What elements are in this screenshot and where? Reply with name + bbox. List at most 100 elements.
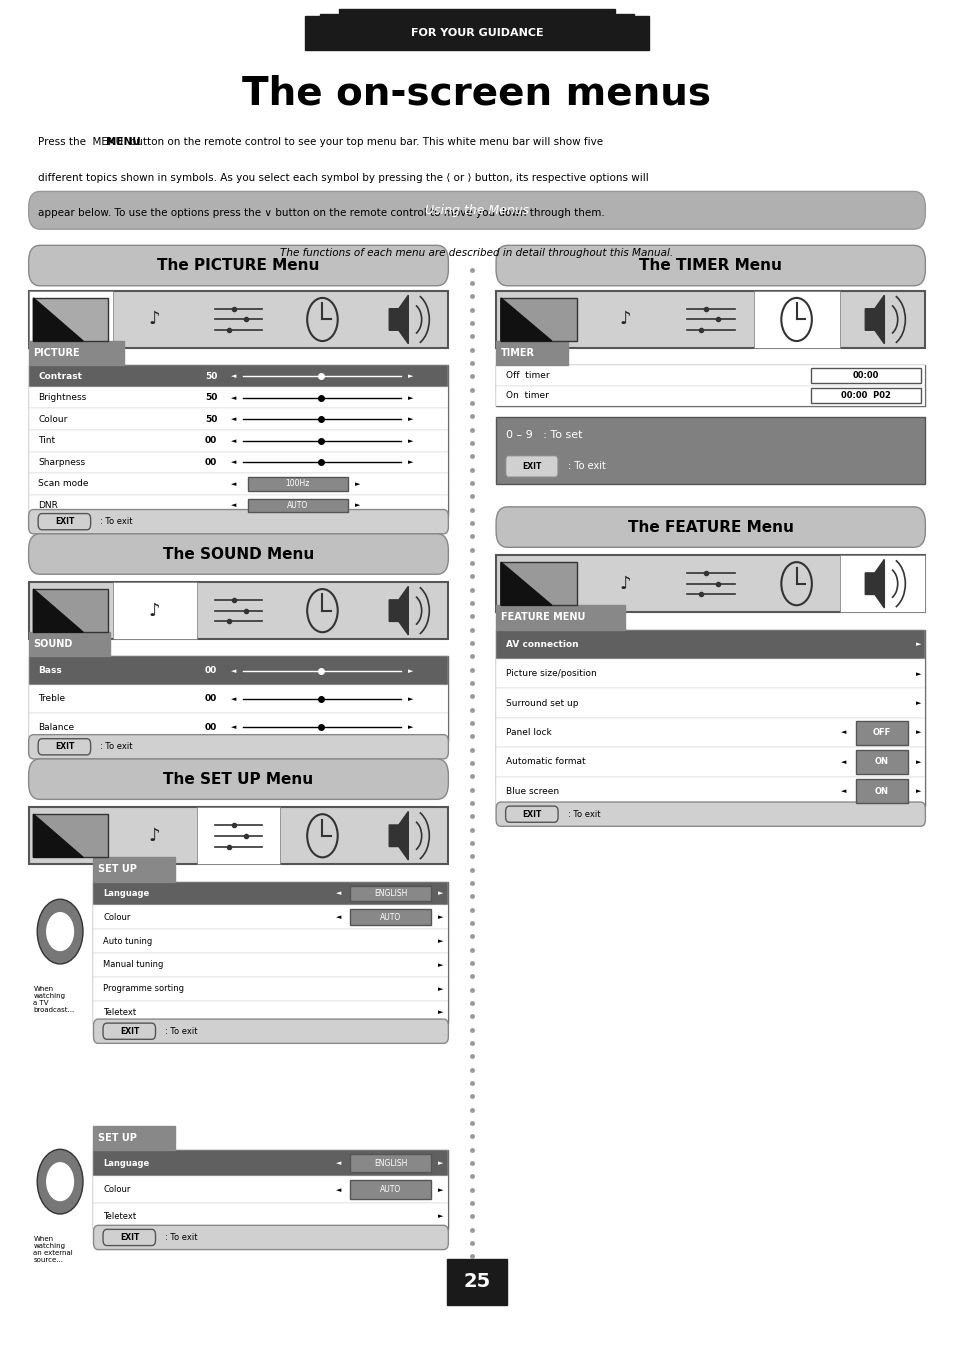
Text: Bass: Bass (38, 666, 62, 675)
Text: 00:00: 00:00 (852, 371, 878, 380)
Text: Press the  MENU  button on the remote control to see your top menu bar. This whi: Press the MENU button on the remote cont… (38, 137, 602, 147)
Bar (93, 977, 448, 1000)
Bar (496, 630, 924, 806)
Text: ►: ► (437, 1213, 443, 1219)
Text: EXIT: EXIT (120, 1027, 139, 1035)
FancyBboxPatch shape (496, 802, 924, 826)
Text: ♪: ♪ (618, 310, 630, 329)
Bar (196, 807, 280, 864)
Text: ◄: ◄ (335, 1161, 341, 1166)
Text: ◄: ◄ (335, 914, 341, 921)
Bar (93, 1202, 448, 1229)
Text: The TIMER Menu: The TIMER Menu (639, 257, 781, 274)
FancyBboxPatch shape (29, 759, 448, 799)
Text: Contrast: Contrast (38, 372, 82, 380)
Text: ◄: ◄ (840, 759, 845, 764)
Text: ►: ► (437, 1161, 443, 1166)
Text: Off  timer: Off timer (505, 371, 549, 380)
Bar (496, 659, 924, 689)
Text: 00: 00 (205, 694, 217, 704)
Polygon shape (389, 295, 408, 344)
Text: ►: ► (915, 700, 921, 706)
Text: Surround set up: Surround set up (505, 698, 578, 708)
Bar (29, 365, 448, 516)
Bar (496, 630, 924, 659)
Text: ◄: ◄ (231, 667, 236, 674)
Text: ►: ► (437, 962, 443, 968)
Text: Teletext: Teletext (103, 1008, 136, 1018)
Text: The on-screen menus: The on-screen menus (242, 74, 711, 112)
Bar (29, 365, 448, 387)
Text: TIMER: TIMER (500, 348, 535, 359)
Text: ENGLISH: ENGLISH (374, 1158, 407, 1167)
Text: ►: ► (355, 481, 360, 487)
Text: ♪: ♪ (149, 601, 160, 620)
Text: SOUND: SOUND (33, 639, 72, 650)
Bar (29, 291, 448, 348)
Text: 00: 00 (205, 666, 217, 675)
Text: Using the Menus: Using the Menus (424, 204, 529, 217)
Bar (496, 386, 924, 406)
Bar (93, 1150, 448, 1229)
Bar (496, 776, 924, 806)
Bar (93, 882, 448, 906)
Bar (93, 1000, 448, 1024)
Text: When
watching
an external
source...: When watching an external source... (33, 1236, 73, 1263)
Bar (29, 656, 448, 685)
Text: : To exit: : To exit (165, 1027, 197, 1035)
Text: ►: ► (915, 759, 921, 764)
Bar (29, 473, 448, 495)
Text: ►: ► (407, 438, 413, 443)
Polygon shape (864, 295, 883, 344)
Text: EXIT: EXIT (55, 518, 74, 526)
Bar (29, 408, 448, 430)
Text: 50: 50 (205, 372, 217, 380)
Text: OFF: OFF (872, 728, 890, 737)
Text: ►: ► (915, 729, 921, 736)
Text: 00: 00 (205, 723, 217, 732)
Text: The SET UP Menu: The SET UP Menu (163, 771, 314, 787)
Bar (29, 430, 448, 452)
Text: ►: ► (407, 696, 413, 702)
Bar (753, 291, 839, 348)
Text: ►: ► (407, 667, 413, 674)
Text: The FEATURE Menu: The FEATURE Menu (627, 519, 793, 535)
Bar (810, 368, 920, 383)
Text: Colour: Colour (38, 415, 68, 423)
Text: AUTO: AUTO (379, 913, 401, 922)
Circle shape (37, 1150, 83, 1215)
Polygon shape (33, 589, 108, 632)
Text: ►: ► (407, 373, 413, 379)
Bar (93, 1150, 448, 1177)
Text: ►: ► (437, 1186, 443, 1193)
Text: Manual tuning: Manual tuning (103, 960, 163, 969)
Text: Programme sorting: Programme sorting (103, 984, 184, 993)
Bar (496, 417, 924, 484)
Text: ►: ► (437, 914, 443, 921)
Text: different topics shown in symbols. As you select each symbol by pressing the ⟨ o: different topics shown in symbols. As yo… (38, 173, 648, 182)
Text: SET UP: SET UP (98, 1132, 137, 1143)
Circle shape (47, 913, 73, 950)
Text: ◄: ◄ (231, 395, 236, 400)
Text: ♪: ♪ (149, 826, 160, 845)
Bar (93, 929, 448, 953)
Text: ♪: ♪ (149, 310, 160, 329)
Bar (248, 477, 348, 491)
Text: ON: ON (874, 787, 888, 795)
Text: ◄: ◄ (231, 724, 236, 731)
Text: Teletext: Teletext (103, 1212, 136, 1221)
FancyBboxPatch shape (29, 510, 448, 534)
Polygon shape (500, 298, 551, 341)
Polygon shape (389, 811, 408, 860)
FancyBboxPatch shape (29, 191, 924, 229)
FancyBboxPatch shape (29, 245, 448, 286)
Bar (496, 365, 924, 406)
Text: AUTO: AUTO (379, 1185, 401, 1194)
Bar (29, 291, 112, 348)
Bar (447, 1259, 506, 1305)
Text: 25: 25 (463, 1273, 490, 1291)
Text: ◄: ◄ (335, 891, 341, 896)
Text: DNR: DNR (38, 501, 58, 510)
Text: ◄: ◄ (231, 373, 236, 379)
Text: Blue screen: Blue screen (505, 787, 558, 795)
